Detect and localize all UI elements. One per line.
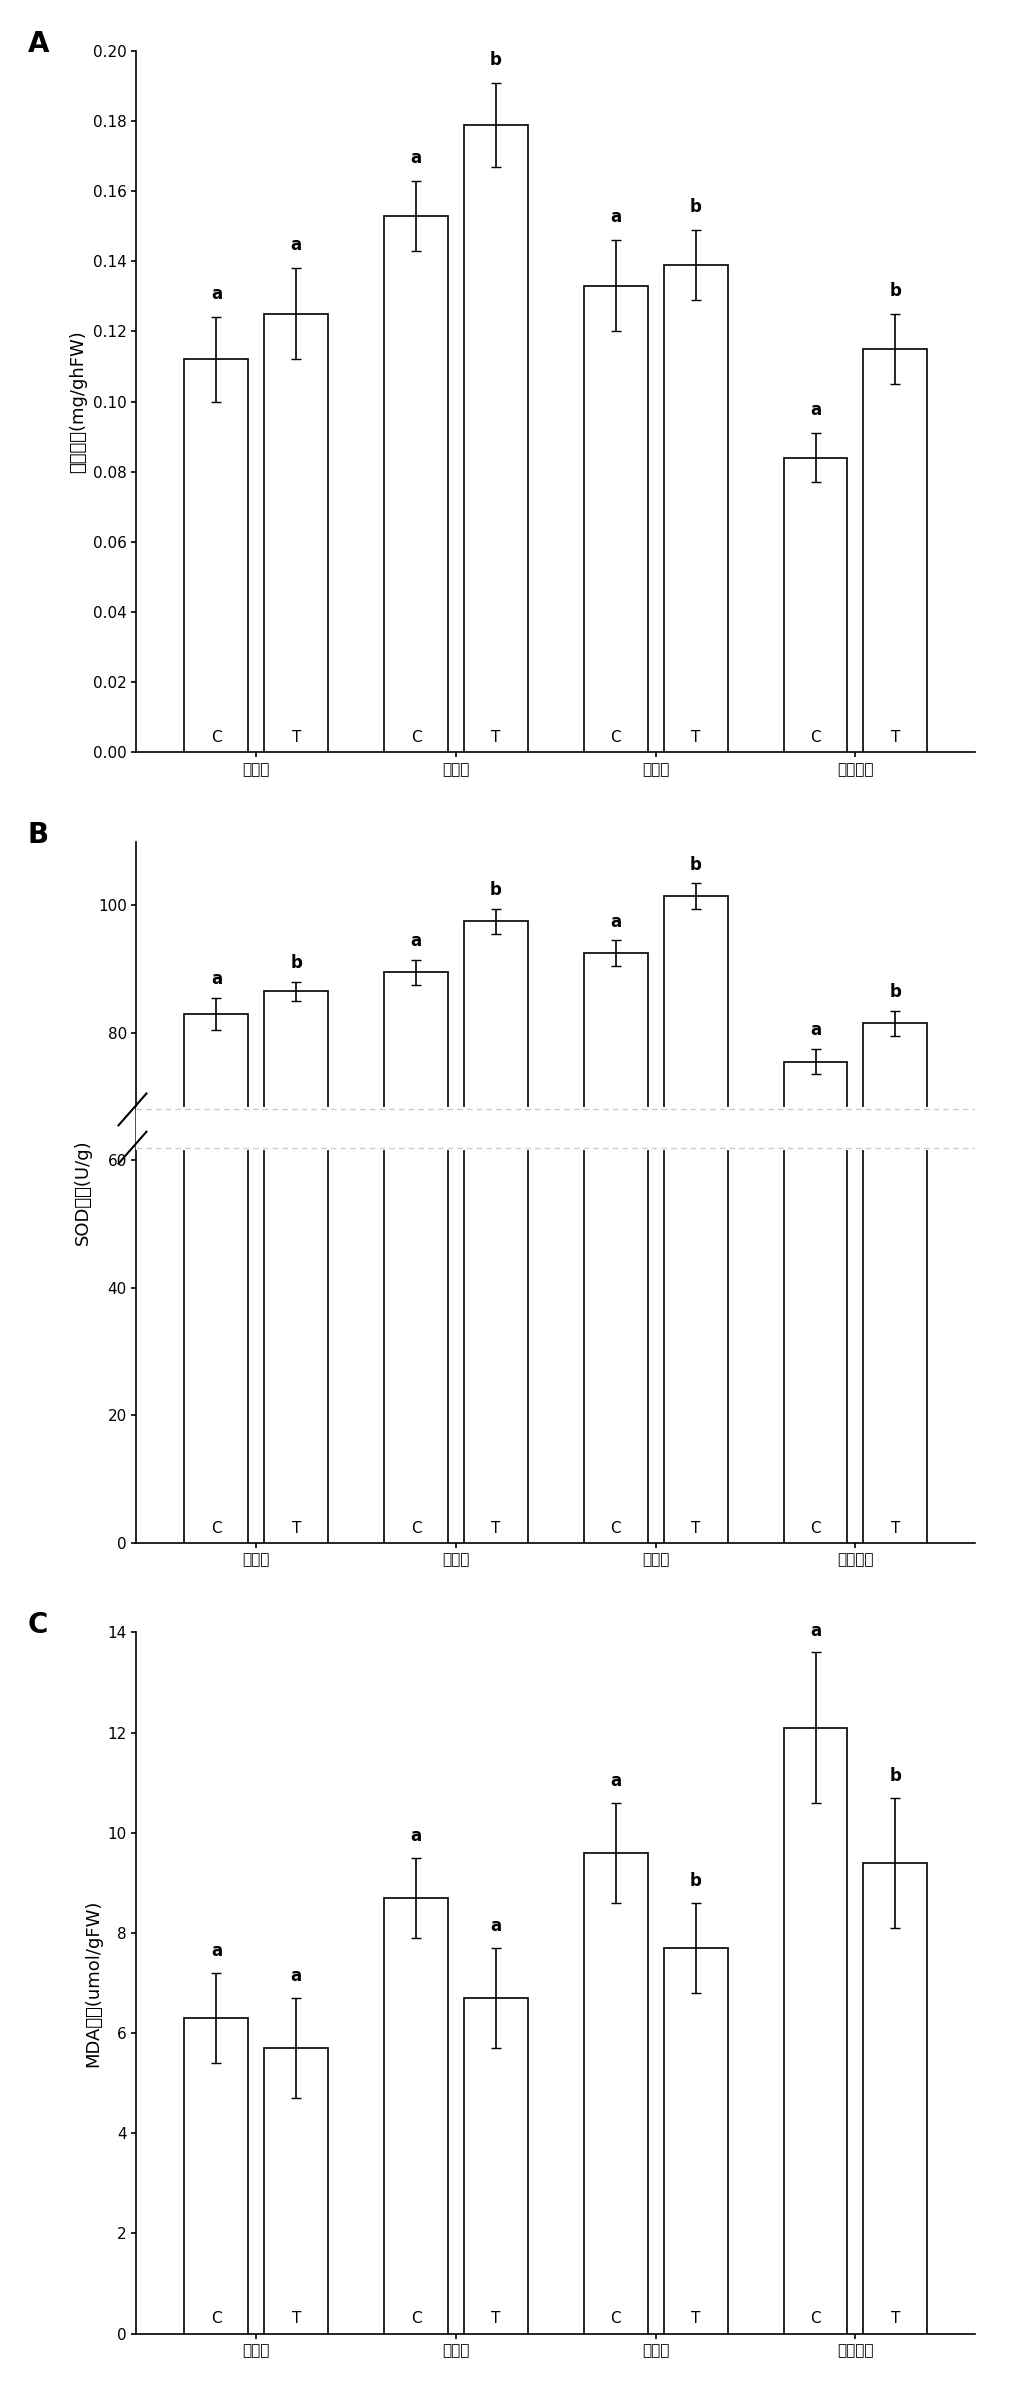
Text: a: a xyxy=(291,1967,302,1986)
Text: C: C xyxy=(27,1610,47,1639)
Bar xyxy=(185,1015,248,1543)
Bar xyxy=(384,972,448,1543)
Text: C: C xyxy=(610,730,621,744)
Text: C: C xyxy=(211,1522,221,1536)
Bar xyxy=(384,1898,448,2333)
Bar xyxy=(185,359,248,751)
Text: T: T xyxy=(691,730,700,744)
Text: A: A xyxy=(27,31,48,57)
Bar xyxy=(185,2017,248,2333)
Bar xyxy=(784,1728,847,2333)
Text: a: a xyxy=(410,1828,421,1845)
Text: a: a xyxy=(211,969,222,988)
Bar xyxy=(584,952,647,1543)
Bar xyxy=(464,921,528,1543)
Text: C: C xyxy=(610,2312,621,2326)
Text: C: C xyxy=(810,1522,821,1536)
Text: T: T xyxy=(292,2312,301,2326)
Text: b: b xyxy=(690,199,702,215)
Text: C: C xyxy=(211,2312,221,2326)
Text: a: a xyxy=(810,1022,821,1039)
Text: a: a xyxy=(291,237,302,254)
Bar xyxy=(265,2048,328,2333)
Text: a: a xyxy=(410,931,421,950)
Text: b: b xyxy=(890,1766,901,1785)
Bar xyxy=(664,895,727,1543)
Text: a: a xyxy=(610,914,621,931)
Text: C: C xyxy=(211,730,221,744)
Text: T: T xyxy=(292,730,301,744)
Text: C: C xyxy=(411,2312,421,2326)
Text: T: T xyxy=(891,730,900,744)
Bar xyxy=(384,215,448,751)
Bar xyxy=(265,313,328,751)
Text: b: b xyxy=(890,282,901,299)
Bar xyxy=(864,1024,927,1543)
Text: T: T xyxy=(292,1522,301,1536)
Text: T: T xyxy=(891,2312,900,2326)
Bar xyxy=(864,1862,927,2333)
Text: T: T xyxy=(891,1522,900,1536)
Bar xyxy=(864,349,927,751)
Text: a: a xyxy=(610,1773,621,1790)
Bar xyxy=(265,991,328,1543)
Text: a: a xyxy=(211,1943,222,1960)
Text: b: b xyxy=(290,955,302,972)
Text: B: B xyxy=(27,821,48,850)
Text: C: C xyxy=(411,730,421,744)
Text: T: T xyxy=(491,730,501,744)
Y-axis label: SOD活性(U/g): SOD活性(U/g) xyxy=(75,1139,92,1244)
Text: C: C xyxy=(610,1522,621,1536)
Text: C: C xyxy=(411,1522,421,1536)
Text: T: T xyxy=(491,1522,501,1536)
Bar xyxy=(464,124,528,751)
Bar xyxy=(664,1948,727,2333)
Y-axis label: 根系活力(mg/ghFW): 根系活力(mg/ghFW) xyxy=(70,330,87,474)
Bar xyxy=(784,1062,847,1543)
Bar xyxy=(584,1852,647,2333)
Text: T: T xyxy=(691,2312,700,2326)
Bar xyxy=(664,266,727,751)
Text: a: a xyxy=(610,208,621,227)
Bar xyxy=(784,457,847,751)
Text: a: a xyxy=(410,148,421,168)
Text: T: T xyxy=(691,1522,700,1536)
Text: a: a xyxy=(491,1917,502,1936)
Text: b: b xyxy=(890,984,901,1000)
Text: C: C xyxy=(810,730,821,744)
Text: b: b xyxy=(690,1871,702,1890)
Bar xyxy=(136,1110,976,1149)
Text: b: b xyxy=(490,50,502,69)
Text: b: b xyxy=(490,881,502,900)
Text: T: T xyxy=(491,2312,501,2326)
Text: b: b xyxy=(690,857,702,873)
Bar xyxy=(464,1998,528,2333)
Text: a: a xyxy=(810,1622,821,1639)
Text: C: C xyxy=(810,2312,821,2326)
Text: a: a xyxy=(810,402,821,419)
Text: a: a xyxy=(211,285,222,304)
Bar xyxy=(584,285,647,751)
Y-axis label: MDA含量(umol/gFW): MDA含量(umol/gFW) xyxy=(84,1900,102,2068)
